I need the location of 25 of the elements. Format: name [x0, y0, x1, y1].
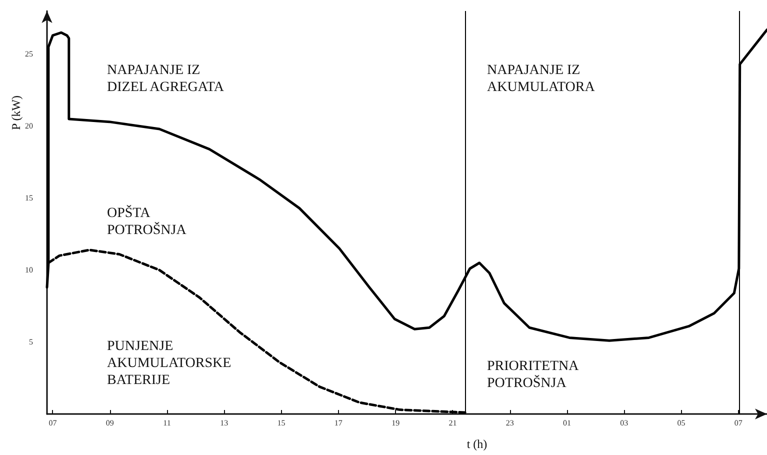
x-tick-label: 07: [734, 418, 742, 428]
x-tick-label: 17: [334, 418, 342, 428]
x-tick-label: 09: [106, 418, 114, 428]
x-tick-label: 13: [220, 418, 228, 428]
x-tick-label: 23: [506, 418, 514, 428]
x-tick-label: 19: [392, 418, 400, 428]
x-axis-title: t (h): [466, 437, 488, 451]
x-tick-label: 21: [448, 418, 457, 428]
annotation: PUNJENJE AKUMULATORSKE BATERIJE: [107, 339, 232, 388]
y-tick-label: 20: [25, 122, 33, 131]
annotation: NAPAJANJE IZ AKUMULATORA: [487, 63, 596, 95]
y-tick-label: 10: [25, 266, 33, 275]
y-axis-title: P (kW): [9, 95, 23, 130]
x-tick-label: 15: [277, 418, 286, 428]
annotation: OPŠTA POTROŠNJA: [107, 204, 188, 238]
x-tick-label: 05: [677, 418, 686, 428]
y-tick-label: 5: [29, 338, 33, 347]
x-tick-label: 07: [48, 418, 57, 428]
y-tick-label: 25: [25, 50, 33, 59]
x-tick-label: 01: [563, 418, 571, 428]
annotation: PRIORITETNA POTROŠNJA: [487, 359, 580, 391]
x-tick-label: 03: [620, 418, 628, 428]
x-tick-label: 11: [163, 418, 171, 428]
annotation: NAPAJANJE IZ DIZEL AGREGATA: [107, 63, 225, 95]
y-tick-label: 15: [25, 194, 33, 203]
